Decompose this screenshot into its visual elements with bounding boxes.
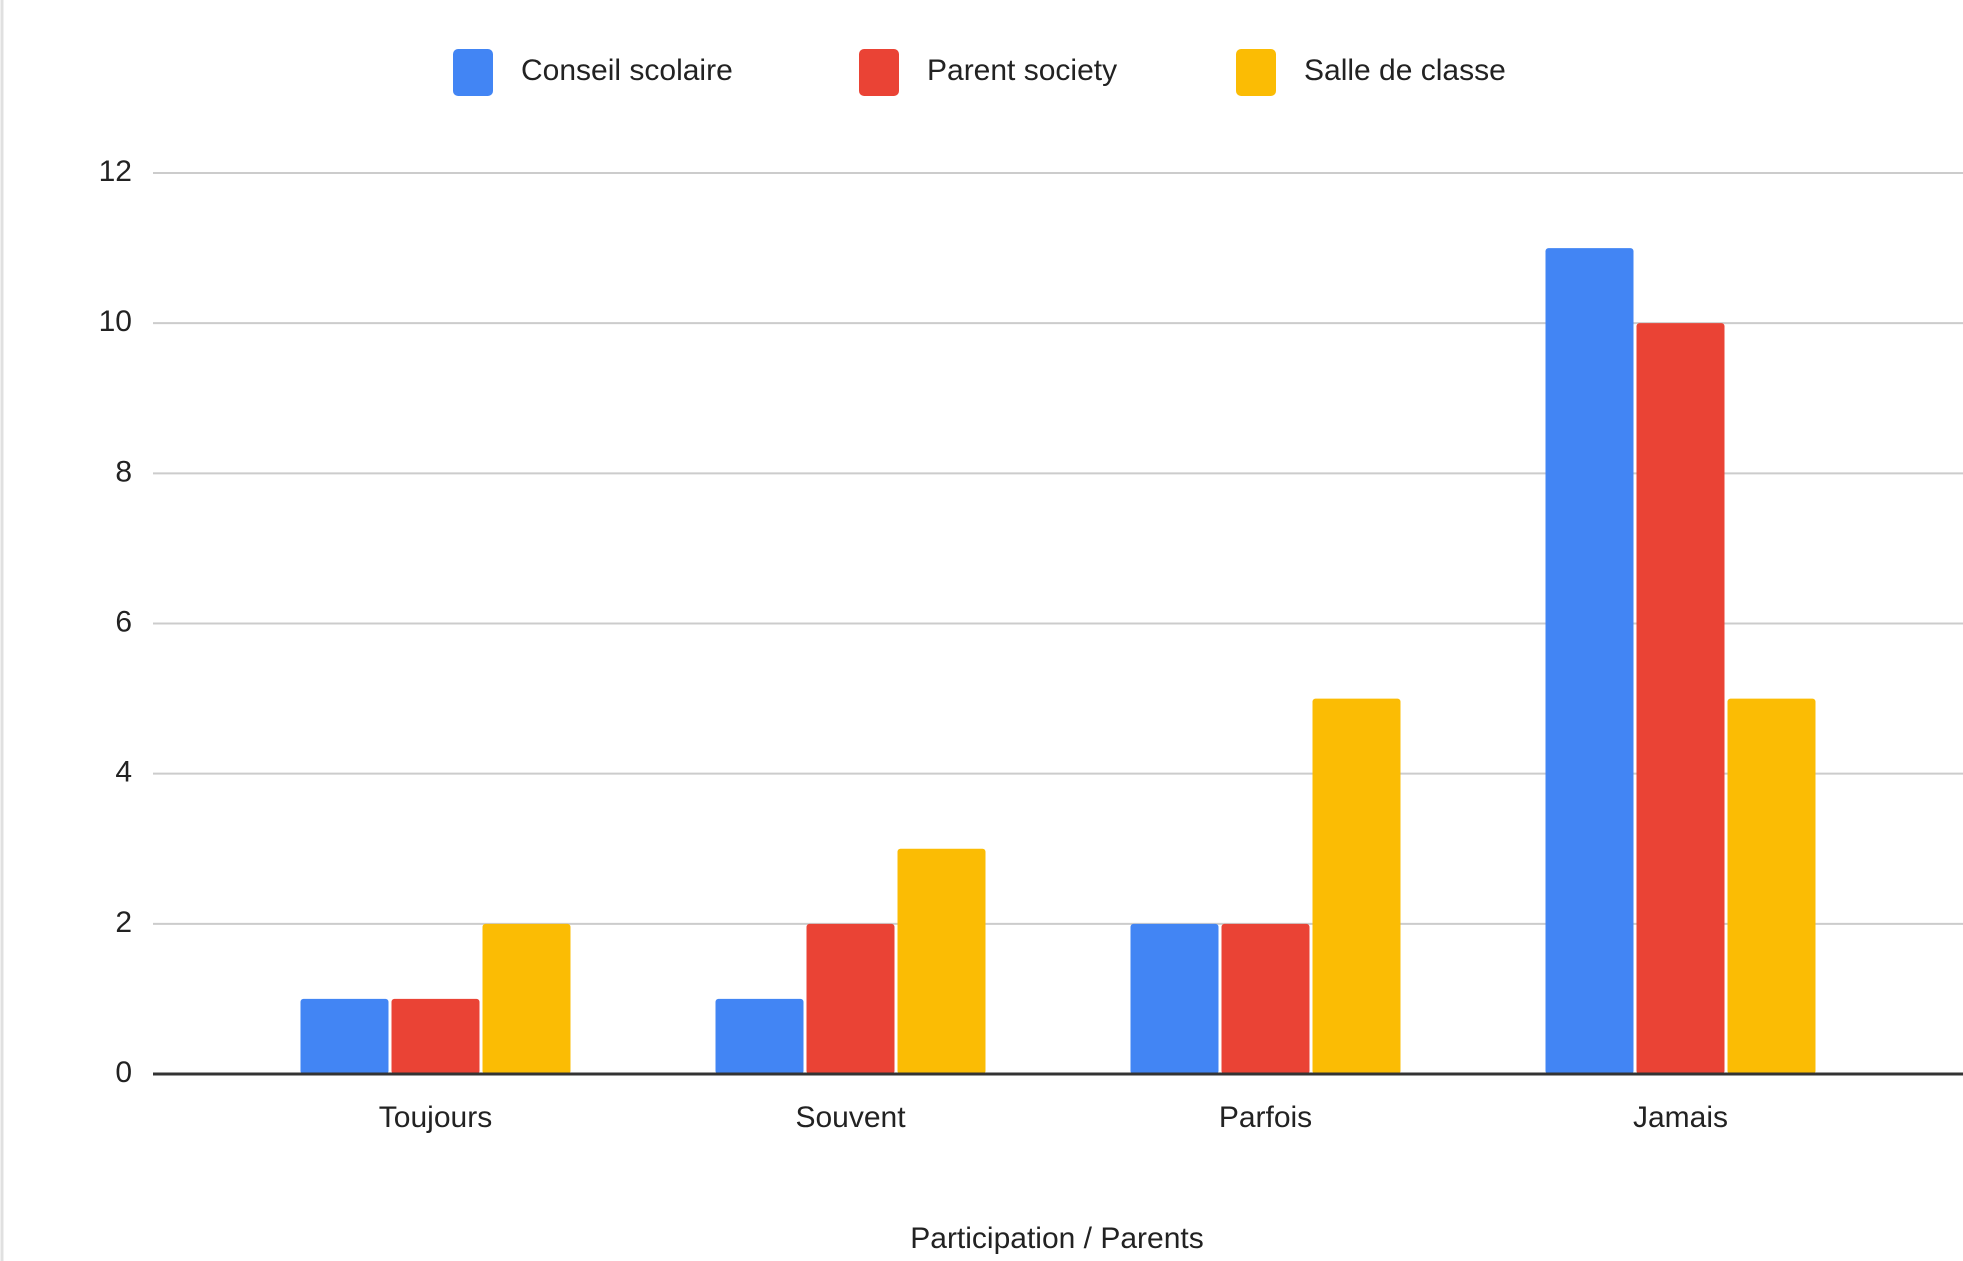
bar bbox=[1545, 248, 1634, 1075]
y-tick-label: 8 bbox=[115, 455, 132, 488]
legend-label: Conseil scolaire bbox=[521, 54, 733, 87]
bar bbox=[1130, 923, 1219, 1074]
y-tick-label: 12 bbox=[99, 155, 132, 188]
bar bbox=[1221, 923, 1310, 1074]
bar bbox=[482, 923, 571, 1074]
y-tick-label: 10 bbox=[99, 305, 132, 338]
x-tick-label: Parfois bbox=[1219, 1101, 1312, 1134]
bar bbox=[300, 998, 389, 1074]
y-tick-label: 6 bbox=[115, 605, 132, 638]
bar bbox=[806, 923, 895, 1074]
y-tick-label: 2 bbox=[115, 906, 132, 939]
y-tick-label: 4 bbox=[115, 756, 132, 789]
legend-swatch bbox=[453, 49, 493, 96]
bar bbox=[391, 998, 480, 1074]
bar bbox=[1312, 698, 1401, 1074]
bar bbox=[897, 848, 986, 1074]
legend-swatch bbox=[1236, 49, 1276, 96]
legend-label: Parent society bbox=[927, 54, 1117, 87]
x-axis-title: Participation / Parents bbox=[910, 1222, 1203, 1255]
bar bbox=[1636, 323, 1725, 1075]
legend-label: Salle de classe bbox=[1304, 54, 1506, 87]
bar bbox=[1727, 698, 1816, 1074]
x-tick-label: Jamais bbox=[1633, 1101, 1728, 1134]
y-tick-label: 0 bbox=[115, 1056, 132, 1089]
legend-swatch bbox=[859, 49, 899, 96]
x-tick-label: Toujours bbox=[379, 1101, 492, 1134]
bar bbox=[715, 998, 804, 1074]
x-tick-label: Souvent bbox=[795, 1101, 906, 1134]
